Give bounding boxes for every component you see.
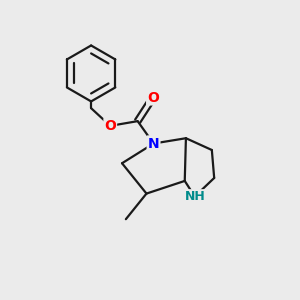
Text: N: N (148, 136, 159, 151)
Text: O: O (147, 91, 159, 105)
Text: NH: NH (184, 190, 205, 203)
Text: N: N (148, 136, 159, 151)
Text: O: O (104, 119, 116, 133)
